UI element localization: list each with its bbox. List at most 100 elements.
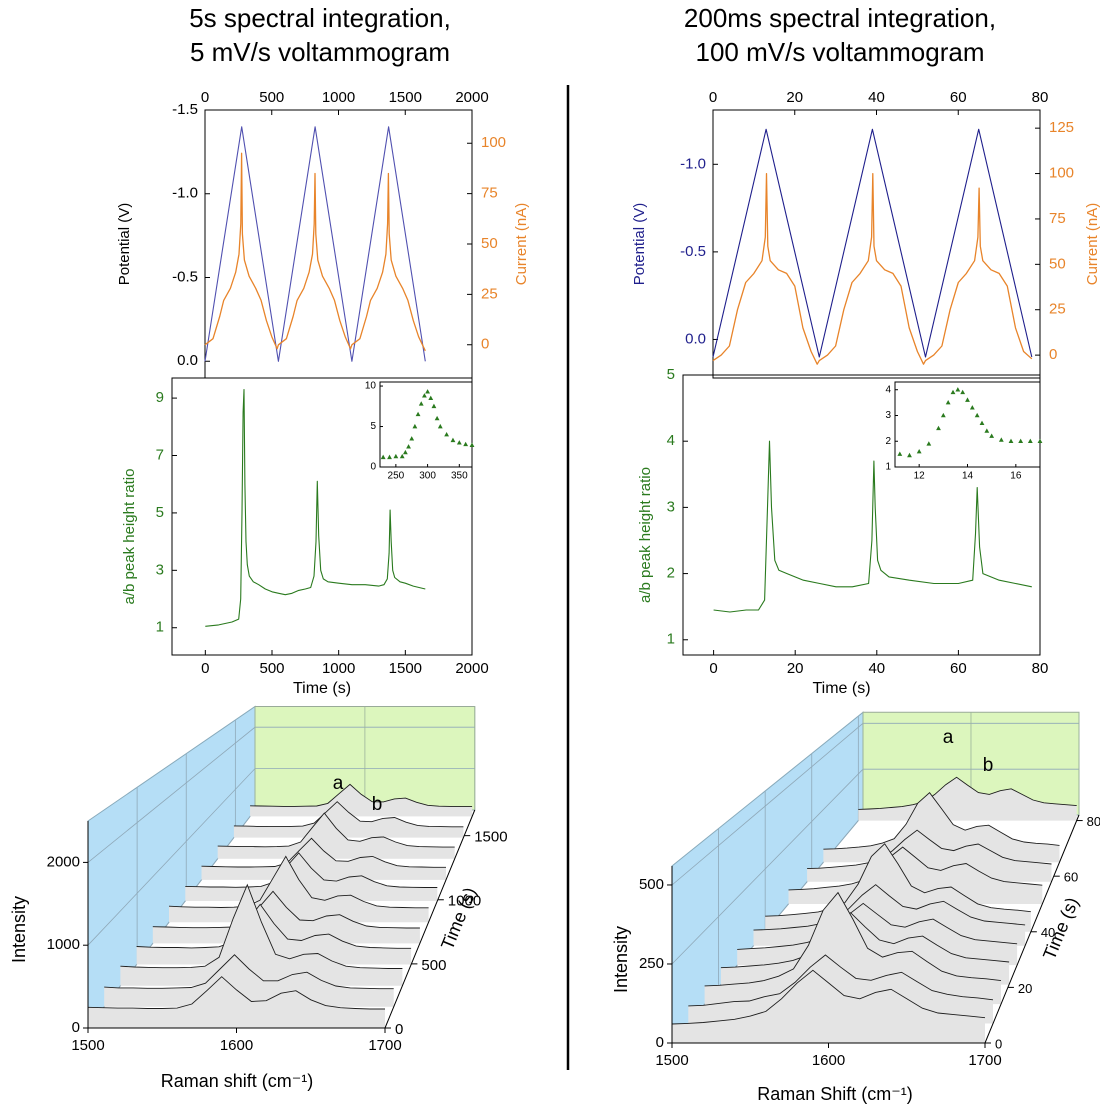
inset-frame [379, 381, 473, 468]
spectrum-line [233, 801, 464, 828]
y2-tick-label: 0 [1049, 346, 1057, 363]
inset-y-tick-label: 3 [885, 410, 891, 421]
chart-title: 5 mV/s voltammogram [190, 37, 450, 67]
x-tick-label: 60 [950, 89, 967, 106]
y-tick-label: 2000 [47, 853, 80, 870]
axis-label: a/b peak height ratio [121, 469, 138, 605]
axis-label: Current (nA) [513, 203, 530, 286]
inset-point [428, 395, 434, 400]
inset-x-tick-label: 14 [962, 471, 974, 482]
peak-annotation: b [983, 755, 994, 776]
plot-frame [171, 377, 473, 656]
x-tick-label: 1000 [322, 89, 355, 106]
x-tick-label: 1500 [389, 89, 422, 106]
x-tick-label: 0 [709, 89, 717, 106]
x-tick-label: 1600 [220, 1037, 253, 1054]
spectrum-fill [217, 813, 455, 859]
inset-y-tick-label: 2 [885, 436, 891, 447]
x-tick-label: 40 [868, 660, 885, 677]
x-axis-label: Raman shift (cm⁻¹) [161, 1071, 314, 1091]
spectrum-fill [858, 777, 1077, 821]
inset-point [998, 437, 1004, 442]
y2-tick-label: 75 [1049, 210, 1066, 227]
y-tick-label: 3 [667, 498, 675, 515]
y2-tick-label: 75 [481, 185, 498, 202]
y-tick-label: 0 [72, 1019, 80, 1036]
z-tick-label: 1500 [474, 829, 507, 846]
y-tick-label: 4 [667, 432, 675, 449]
y-tick-label: 9 [156, 389, 164, 406]
y-tick-label: 7 [156, 446, 164, 463]
inset-point [916, 448, 922, 454]
x-tick-label: 1500 [389, 660, 422, 677]
axis-label: Potential (V) [631, 203, 648, 286]
spectrum-line [671, 969, 986, 1025]
spectrum-line [136, 903, 412, 949]
ratio-line [205, 388, 426, 627]
spectrum-line [217, 812, 455, 848]
y-tick-label: 5 [156, 504, 164, 521]
inset-x-tick-label: 16 [1010, 471, 1022, 482]
spectrum-fill [672, 970, 985, 1043]
inset-point [412, 423, 418, 429]
x-tick-label: 1500 [71, 1037, 104, 1054]
inset-x-tick-label: 12 [914, 471, 926, 482]
spectrum-line [201, 837, 446, 868]
spectrum-fill [169, 856, 429, 923]
spectrum-line [168, 855, 429, 909]
axis-label: a/b peak height ratio [637, 467, 654, 603]
y2-tick-label: 100 [481, 134, 506, 151]
y-tick-label: 2 [667, 565, 675, 582]
inset-point [955, 387, 961, 392]
x-tick-label: 2000 [455, 89, 488, 106]
inset-point [409, 436, 415, 441]
z-axis [984, 814, 1080, 1044]
spectrum-line [185, 852, 438, 888]
x-tick-label: 0 [709, 660, 717, 677]
x-tick-label: 1600 [812, 1052, 845, 1069]
spectrum-line [823, 792, 1060, 850]
spectrum-fill [233, 801, 464, 838]
spectrum-fill [201, 838, 446, 880]
x-tick-label: 1700 [968, 1052, 1001, 1069]
x-tick-label: 1500 [655, 1052, 688, 1069]
x-tick-label: 80 [1032, 660, 1049, 677]
spectrum-line [807, 829, 1052, 870]
spectrum-fill [136, 904, 412, 965]
inset-point [960, 389, 966, 395]
inset-point [940, 412, 946, 418]
inset-point [437, 423, 443, 429]
plot-frame [712, 109, 1041, 379]
spectrum-line [704, 891, 1002, 987]
inset-point [945, 400, 951, 405]
x-tick-label: 80 [1032, 89, 1049, 106]
y-tick-label: 5 [667, 366, 675, 383]
x-tick-label: 2000 [455, 660, 488, 677]
y-tick-label: 0.0 [685, 330, 706, 347]
y-tick-label: -0.5 [680, 243, 706, 260]
x-tick-label: 60 [950, 660, 967, 677]
inset-point [984, 428, 990, 433]
z-tick-label: 20 [1018, 981, 1032, 996]
y-tick-label: 1000 [47, 936, 80, 953]
x-tick-label: 1000 [322, 660, 355, 677]
y-tick-label: 0.0 [177, 352, 198, 369]
current-line [712, 172, 1033, 365]
y2-tick-label: 50 [481, 235, 498, 252]
y-tick-label: 0 [656, 1034, 664, 1051]
spectrum-line [250, 783, 473, 808]
y-tick-label: 500 [639, 876, 664, 893]
y-tick-label: -1.5 [172, 101, 198, 118]
current-line [204, 152, 426, 352]
z-tick-label: 0 [395, 1021, 403, 1038]
plot-frame [682, 374, 1041, 656]
spectrum-line [765, 843, 1031, 917]
spectrum-line [688, 954, 994, 1007]
inset-point [399, 453, 405, 459]
x-tick-label: 1700 [368, 1037, 401, 1054]
inset-x-tick-label: 350 [451, 471, 468, 482]
y-tick-label: -0.5 [172, 268, 198, 285]
y2-tick-label: 25 [1049, 301, 1066, 318]
inset-point [431, 403, 437, 409]
inset-x-tick-label: 250 [388, 471, 405, 482]
